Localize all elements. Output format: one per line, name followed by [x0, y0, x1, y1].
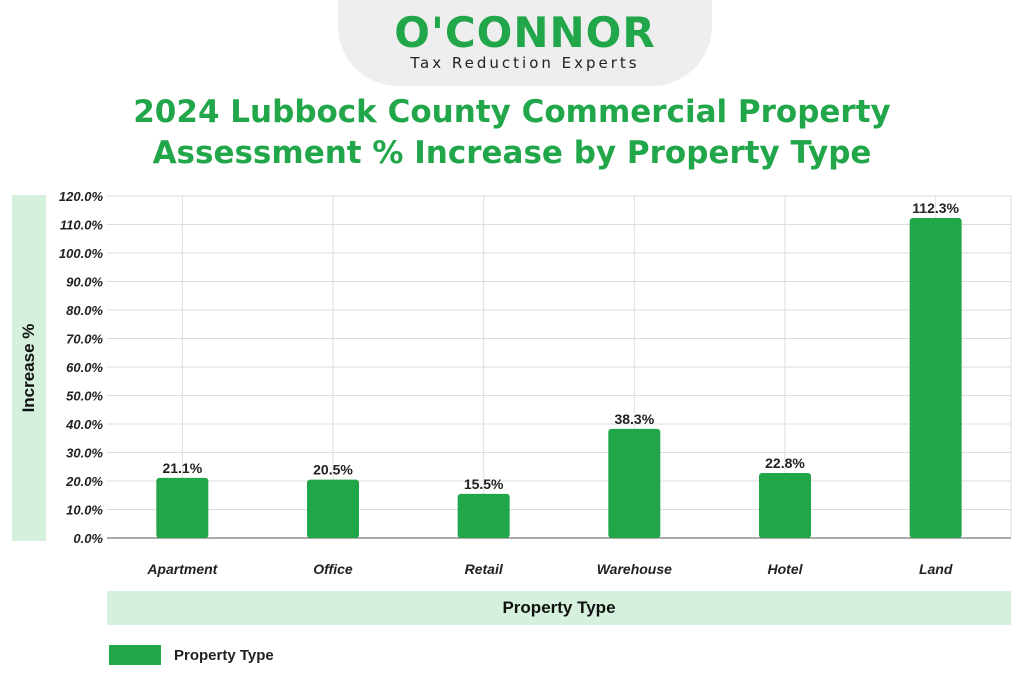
y-tick-label: 110.0%: [60, 218, 104, 233]
y-tick-label: 50.0%: [66, 389, 103, 404]
data-label: 20.5%: [313, 462, 353, 478]
legend-swatch: [109, 645, 161, 665]
y-tick-label: 90.0%: [66, 275, 103, 290]
x-tick-label: Warehouse: [597, 561, 672, 577]
x-axis-label-band: Property Type: [107, 591, 1011, 625]
y-tick-label: 120.0%: [59, 189, 104, 204]
x-tick-label: Land: [919, 561, 953, 577]
x-tick-label: Apartment: [146, 561, 218, 577]
x-tick-label: Hotel: [768, 561, 804, 577]
y-tick-label: 40.0%: [65, 417, 103, 432]
y-tick-label: 10.0%: [66, 503, 103, 518]
data-label: 15.5%: [464, 476, 504, 492]
data-label: 21.1%: [162, 460, 202, 476]
y-tick-label: 20.0%: [65, 474, 103, 489]
data-label: 22.8%: [765, 455, 805, 471]
chart-title-line-2: Assessment % Increase by Property Type: [152, 135, 872, 171]
bar-chart: 0.0% 10.0% 20.0% 30.0% 40.0% 50.0% 60.0% 70.0% 8…: [59, 189, 1012, 577]
data-label: 112.3%: [912, 200, 959, 216]
brand-tagline: Tax Reduction Experts: [410, 54, 640, 72]
bar: [608, 428, 661, 538]
y-tick-label: 80.0%: [66, 303, 103, 318]
bar: [156, 477, 209, 538]
bar: [457, 493, 510, 538]
y-tick-label: 0.0%: [73, 531, 103, 546]
chart-title-line-1: 2024 Lubbock County Commercial Property: [133, 94, 891, 130]
y-tick-label: 100.0%: [59, 246, 104, 261]
y-tick-label: 70.0%: [66, 332, 103, 347]
legend-label: Property Type: [174, 646, 274, 664]
y-tick-label: 30.0%: [66, 446, 103, 461]
data-label: 38.3%: [614, 411, 654, 427]
x-tick-label: Retail: [465, 561, 504, 577]
logo-banner: O'CONNOR Tax Reduction Experts: [338, 0, 712, 86]
x-tick-label: Office: [313, 561, 353, 577]
y-axis-label-band: [12, 195, 46, 541]
chart-title: 2024 Lubbock County Commercial Property …: [0, 92, 1024, 174]
bar: [909, 217, 962, 538]
x-axis-label: Property Type: [502, 598, 616, 617]
bar: [307, 479, 359, 538]
brand-logo: O'CONNOR: [394, 8, 656, 57]
y-tick-label: 60.0%: [66, 360, 103, 375]
bar: [759, 473, 811, 538]
legend: Property Type: [109, 645, 274, 665]
